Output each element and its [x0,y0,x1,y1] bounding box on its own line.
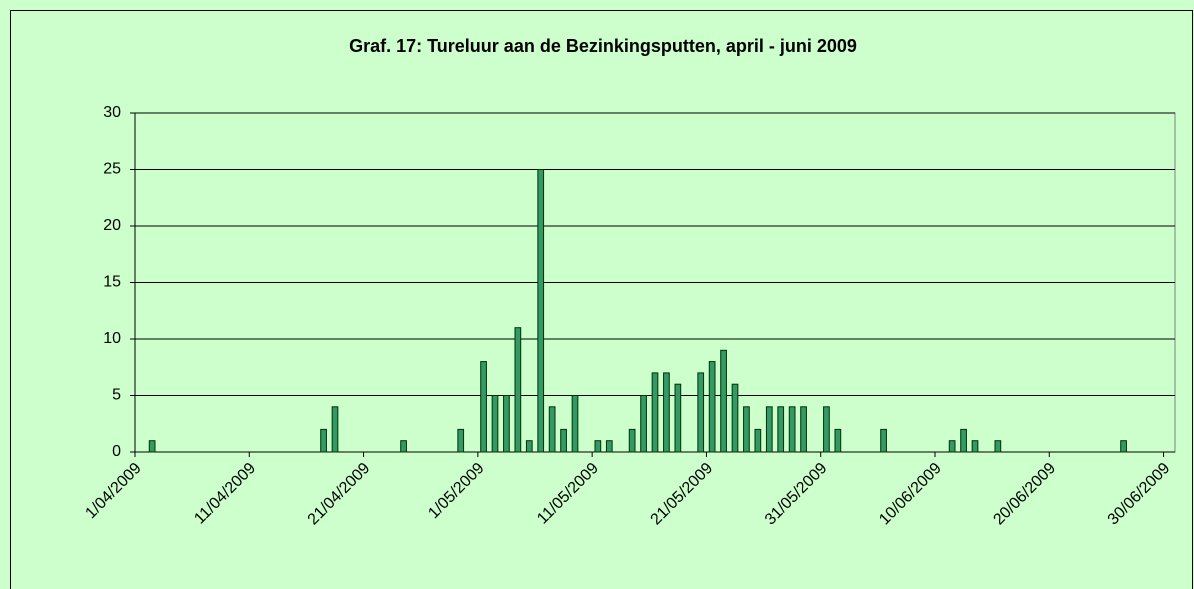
bar [663,372,670,453]
chart-title: Graf. 17: Tureluur aan de Bezinkingsputt… [349,36,857,56]
bar [480,361,487,453]
bar [971,440,979,453]
bar [731,383,739,453]
bar [823,406,830,453]
bar [834,428,842,453]
y-tick-label: 20 [103,217,121,234]
bar [514,327,522,453]
bar [697,372,705,453]
y-tick-label: 25 [103,161,121,178]
y-tick-label: 0 [112,443,121,460]
bar [800,406,807,453]
bar [651,372,659,453]
bar [754,428,762,453]
bar [491,395,499,453]
bar [148,440,156,453]
bar [525,440,533,453]
bar [400,440,407,453]
y-tick-label: 5 [112,387,121,404]
bar [571,395,579,453]
bar [548,406,556,453]
bar [457,428,465,453]
bar [948,440,956,453]
bar [708,361,716,453]
bar [537,169,545,453]
bar [777,406,785,453]
bar [628,428,636,453]
bar [765,406,773,453]
bar [994,440,1002,453]
bar [720,349,727,453]
bar [960,428,967,453]
bar [743,406,750,453]
bar [560,428,567,453]
chart-border [10,10,1193,589]
bar [880,428,887,453]
bar [594,440,602,453]
bar [674,383,682,453]
bar [320,428,327,453]
y-tick-label: 10 [103,330,121,347]
y-tick-label: 15 [103,274,121,291]
bar [331,406,339,453]
y-tick-label: 30 [103,104,121,121]
bar [503,395,510,453]
bar [788,406,796,453]
bar [605,440,613,453]
bar [1120,440,1127,453]
bar [640,395,647,453]
